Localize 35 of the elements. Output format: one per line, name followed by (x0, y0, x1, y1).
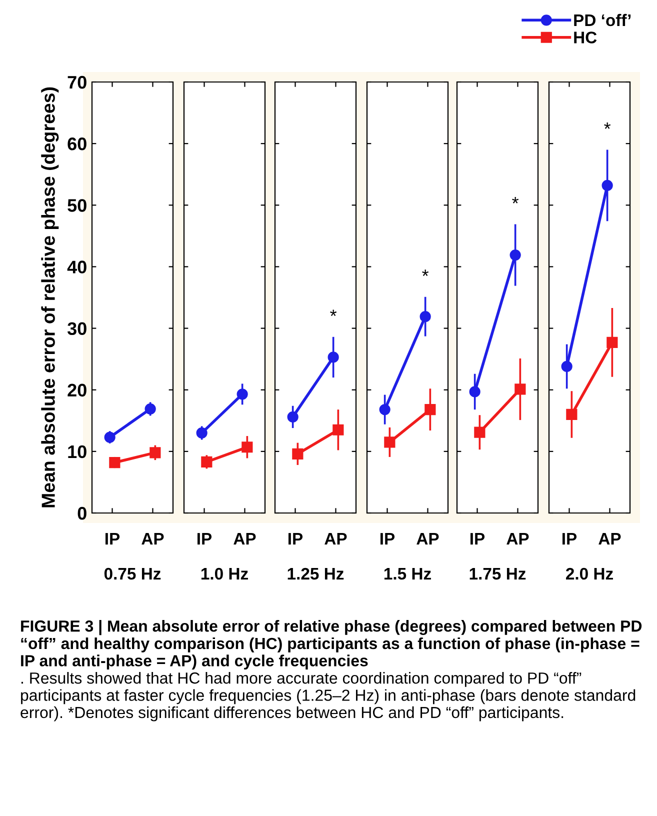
y-tick-label: 30 (67, 322, 86, 336)
y-tick-label: 40 (67, 260, 86, 274)
caption: FIGURE 3 | Mean absolute error of relative phase (degrees) compared between PD “off” and healthy comparison (HC) participants as a function of phase (in-phase = IP and anti-phase = AP) and cycle frequencies (21, 620, 642, 670)
x-axis-title: 1.25 Hz (288, 568, 344, 580)
legend-label: PD ‘off’ (574, 14, 631, 26)
y-tick-label: 50 (68, 199, 86, 212)
annotation: * (330, 310, 337, 316)
x-tick-label: AP (598, 533, 621, 545)
x-tick-label: IP (288, 533, 303, 545)
x-tick-label: AP (324, 533, 347, 545)
annotation: * (422, 270, 429, 276)
y-tick-label: 60 (68, 138, 86, 150)
x-axis-title: 1.75 Hz (470, 568, 526, 580)
annotation: * (512, 197, 519, 204)
y-tick-label: 20 (68, 384, 86, 397)
x-tick-label: AP (416, 533, 439, 545)
x-tick-label: IP (562, 533, 577, 545)
y-axis-title: Mean absolute error of relative phase (degrees) (41, 87, 59, 508)
x-tick-label: AP (142, 533, 164, 545)
y-tick-label: 70 (68, 76, 86, 89)
x-axis-title: 0.75 Hz (104, 568, 161, 580)
x-axis-title: 1.5 Hz (384, 568, 431, 580)
x-tick-label: AP (234, 533, 256, 545)
y-tick-label: 10 (68, 445, 86, 458)
x-tick-label: IP (105, 533, 120, 545)
x-tick-label: IP (197, 533, 212, 545)
x-axis-title: 2.0 Hz (566, 568, 613, 580)
annotation: * (604, 122, 611, 129)
x-axis-title: 1.0 Hz (201, 568, 248, 580)
x-tick-label: IP (470, 533, 485, 545)
legend-label: HC (574, 32, 597, 44)
y-tick-label: 0 (78, 506, 86, 520)
x-tick-label: AP (506, 533, 529, 545)
text: . Results showed that HC had more accurate coordination compared to PD “off” participants at faster cycle frequencies (1.25–2 Hz) in anti-phase (bars denote standard error). *Denotes significant differences between HC and PD “off” participants. (20, 672, 636, 722)
x-tick-label: IP (380, 533, 395, 545)
